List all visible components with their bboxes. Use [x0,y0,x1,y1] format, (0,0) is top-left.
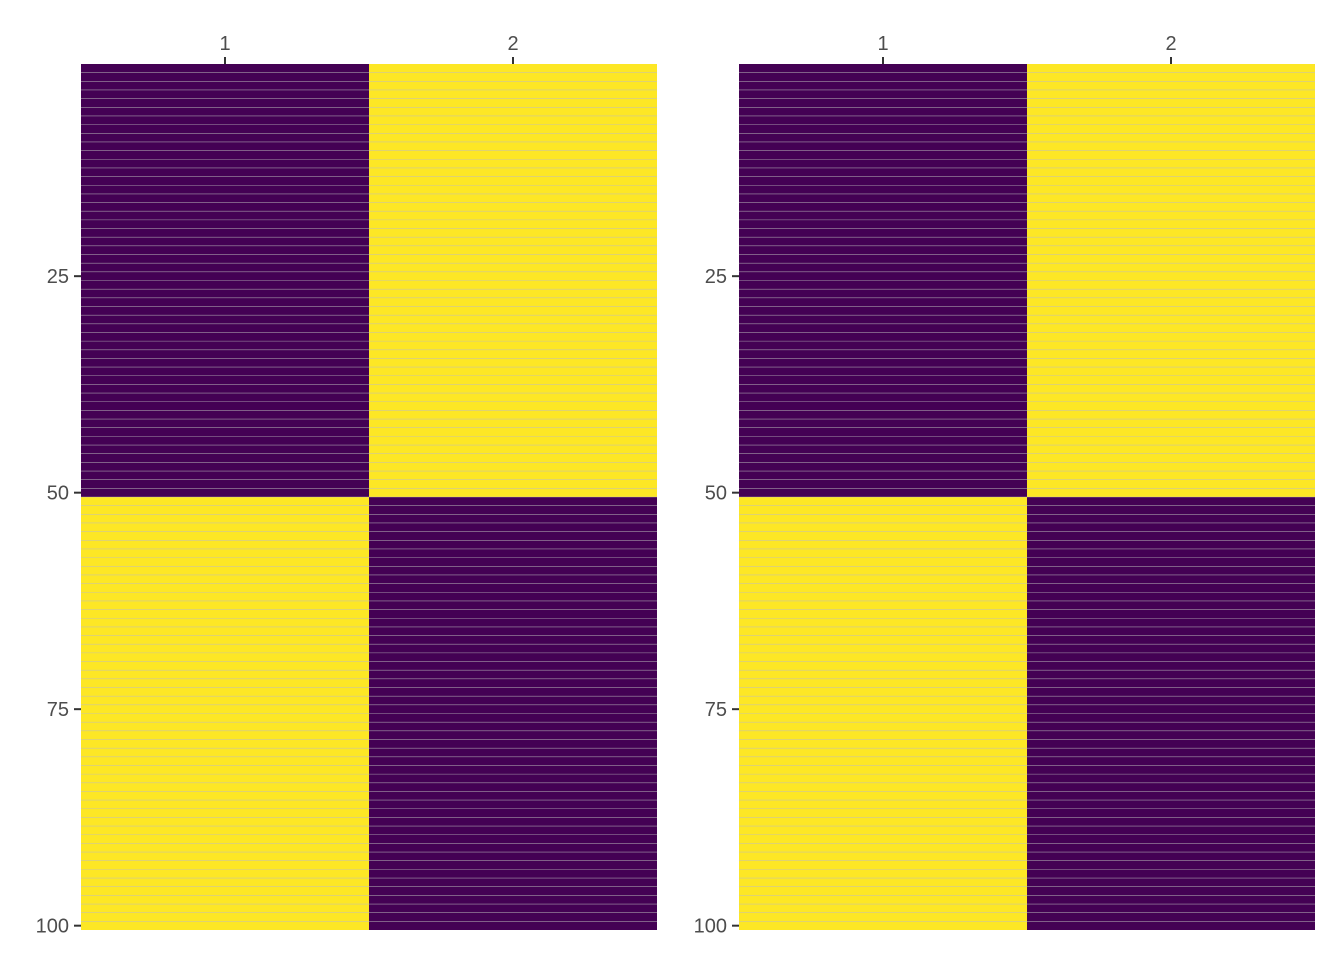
y-tick-label: 25 [47,266,69,288]
heatmap-panel-right: 1 2 25 50 75 100 [694,33,1315,938]
y-tick-label: 50 [47,483,69,505]
y-tick-label: 25 [705,266,727,288]
y-tick-label: 100 [36,916,69,938]
x-tick-label: 1 [877,33,888,55]
y-tick-label: 50 [705,483,727,505]
heatmap-panel-left: 1 2 25 50 75 100 [36,33,657,938]
y-tick-label: 75 [47,699,69,721]
x-tick-label: 2 [507,33,518,55]
y-tick-label: 75 [705,699,727,721]
x-tick-label: 2 [1165,33,1176,55]
y-tick-label: 100 [694,916,727,938]
x-tick-label: 1 [219,33,230,55]
